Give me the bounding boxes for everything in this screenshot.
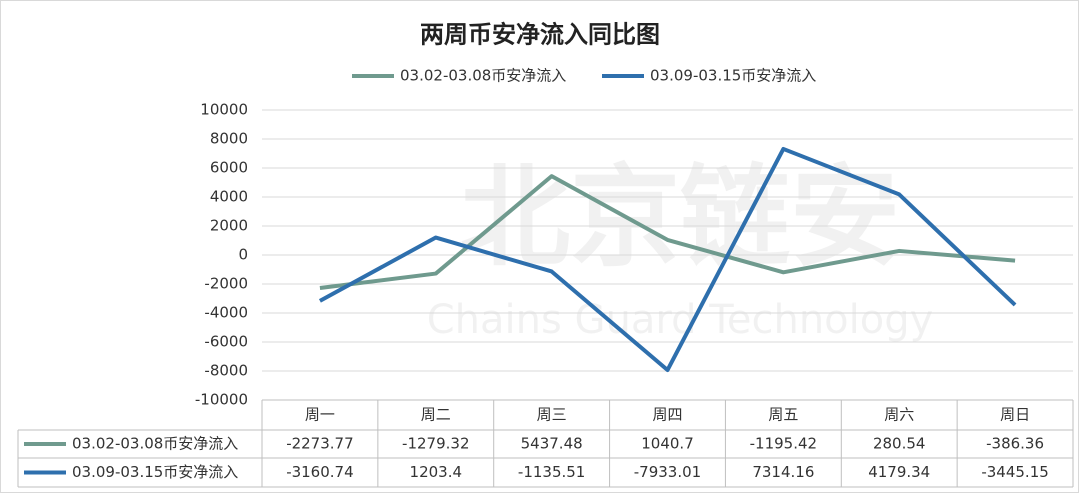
- y-tick-label: 8000: [210, 130, 248, 148]
- table-value: 1040.7: [641, 435, 694, 453]
- table-value: -1135.51: [518, 463, 585, 481]
- table-value: -7933.01: [634, 463, 701, 481]
- table-value: -1195.42: [750, 435, 817, 453]
- x-tick-label: 周日: [1000, 406, 1030, 424]
- table-value: -3160.74: [286, 463, 353, 481]
- x-tick-label: 周二: [421, 406, 451, 424]
- table-value: 280.54: [873, 435, 926, 453]
- chart-title: 两周币安净流入同比图: [420, 20, 660, 49]
- y-tick-label: 4000: [210, 188, 248, 206]
- y-tick-label: -10000: [195, 391, 248, 409]
- watermark: Chains Guard Technology: [427, 297, 934, 343]
- series-line: [318, 146, 1017, 373]
- x-tick-label: 周六: [884, 406, 914, 424]
- y-tick-label: 2000: [210, 217, 248, 235]
- x-tick-label: 周三: [537, 406, 567, 424]
- y-tick-label: -4000: [204, 304, 248, 322]
- y-tick-label: 6000: [210, 159, 248, 177]
- x-tick-label: 周四: [652, 406, 682, 424]
- x-tick-label: 周一: [305, 406, 335, 424]
- y-tick-label: -6000: [204, 333, 248, 351]
- legend-label: 03.09-03.15币安净流入: [650, 67, 816, 85]
- table-value: 4179.34: [868, 463, 930, 481]
- y-tick-label: 0: [238, 246, 248, 264]
- y-tick-label: -8000: [204, 362, 248, 380]
- y-tick-label: 10000: [200, 101, 248, 119]
- table-row-label: 03.02-03.08币安净流入: [72, 435, 238, 453]
- x-tick-label: 周五: [768, 406, 798, 424]
- watermark: 北京链安: [460, 153, 900, 281]
- series-line: [319, 174, 1016, 290]
- table-value: -2273.77: [286, 435, 353, 453]
- table-value: 5437.48: [521, 435, 583, 453]
- table-value: -386.36: [986, 435, 1044, 453]
- table-row-label: 03.09-03.15币安净流入: [72, 463, 238, 481]
- y-tick-label: -2000: [204, 275, 248, 293]
- table-value: 1203.4: [410, 463, 463, 481]
- legend-label: 03.02-03.08币安净流入: [400, 67, 566, 85]
- table-value: -1279.32: [402, 435, 469, 453]
- table-value: -3445.15: [981, 463, 1048, 481]
- table-value: 7314.16: [752, 463, 814, 481]
